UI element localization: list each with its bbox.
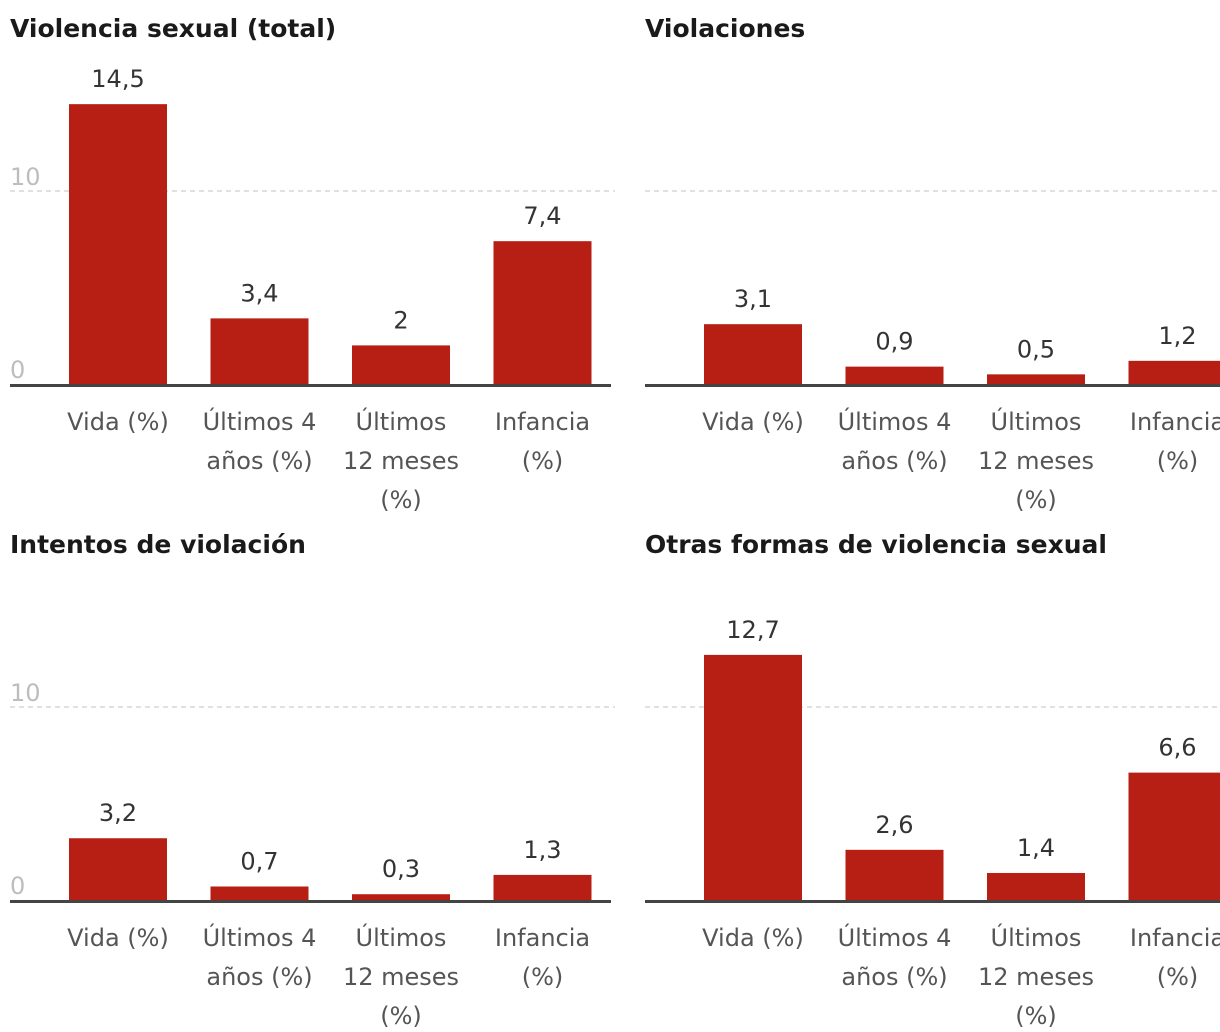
x-category-label: (%) — [1015, 1002, 1057, 1030]
x-category-label: Infancia — [1130, 408, 1220, 436]
bar-value-label: 14,5 — [91, 65, 144, 93]
x-category-label: 12 meses — [978, 963, 1094, 991]
bar — [987, 374, 1085, 384]
bar-chart-plot: 0 10 3,2 Vida (%) 0,7 Últimos 4 años (%) 0,3 Últ… — [10, 679, 615, 1030]
bar — [1128, 772, 1220, 900]
chart-panel-violaciones: Violaciones 3,1 Vida (%) 0,9 Últimos 4 años … — [635, 0, 1220, 516]
bar — [845, 366, 944, 384]
bar — [69, 838, 167, 900]
bar — [704, 324, 802, 384]
bar — [493, 241, 592, 384]
bar-chart-plot: 0 10 14,5 Vida (%) 3,4 Últimos 4 años (%) 2 Últi… — [10, 65, 615, 514]
bar — [210, 318, 309, 384]
bar-value-label: 6,6 — [1158, 734, 1196, 762]
x-category-label: Últimos 4 — [203, 406, 317, 436]
x-category-label: Vida (%) — [702, 924, 804, 952]
x-category-label: Vida (%) — [67, 408, 169, 436]
x-category-label: Últimos — [356, 922, 447, 952]
x-category-label: Últimos 4 — [838, 922, 952, 952]
x-category-label: (%) — [522, 447, 564, 475]
x-category-label: años (%) — [206, 447, 312, 475]
y-tick-label: 10 — [10, 679, 41, 707]
x-category-label: Infancia — [495, 924, 590, 952]
chart-title: Violencia sexual (total) — [10, 14, 337, 43]
bar — [845, 849, 944, 900]
chart-panel-otras-formas: Otras formas de violencia sexual 12,7 Vid… — [635, 516, 1220, 1032]
x-category-label: Vida (%) — [702, 408, 804, 436]
x-category-label: (%) — [380, 486, 422, 514]
bar — [987, 872, 1085, 900]
bar-value-label: 2,6 — [875, 811, 913, 839]
chart-panel-violencia-sexual-total: Violencia sexual (total) 0 10 14,5 Vida (%)… — [0, 0, 615, 516]
x-category-label: años (%) — [206, 963, 312, 991]
bar-value-label: 1,4 — [1017, 834, 1055, 862]
bar-value-label: 3,2 — [99, 799, 137, 827]
bar-chart-plot: 3,1 Vida (%) 0,9 Últimos 4 años (%) 0,5 Último… — [645, 190, 1220, 514]
bar-value-label: 1,3 — [523, 836, 561, 864]
x-category-label: Últimos 4 — [838, 406, 952, 436]
x-category-label: años (%) — [841, 447, 947, 475]
x-category-label: Infancia — [495, 408, 590, 436]
x-category-label: Últimos — [991, 406, 1082, 436]
bar — [704, 654, 802, 900]
bar — [1128, 360, 1220, 384]
bar — [352, 345, 450, 384]
x-category-label: (%) — [1157, 447, 1199, 475]
bar — [493, 874, 592, 900]
x-category-label: 12 meses — [978, 447, 1094, 475]
bar-value-label: 12,7 — [726, 616, 779, 644]
x-category-label: Últimos 4 — [203, 922, 317, 952]
chart-title: Intentos de violación — [10, 530, 306, 559]
x-category-label: (%) — [1157, 963, 1199, 991]
bar — [352, 894, 450, 900]
x-category-label: 12 meses — [343, 963, 459, 991]
x-category-label: (%) — [1015, 486, 1057, 514]
x-category-label: Infancia — [1130, 924, 1220, 952]
bar-value-label: 1,2 — [1158, 322, 1196, 350]
x-category-label: años (%) — [841, 963, 947, 991]
x-category-label: Últimos — [356, 406, 447, 436]
y-tick-label: 0 — [10, 356, 25, 384]
x-category-label: Últimos — [991, 922, 1082, 952]
y-tick-label: 0 — [10, 872, 25, 900]
x-category-label: (%) — [380, 1002, 422, 1030]
bar-value-label: 3,1 — [734, 285, 772, 313]
bar-value-label: 0,7 — [240, 847, 278, 875]
y-tick-label: 10 — [10, 163, 41, 191]
x-category-label: Vida (%) — [67, 924, 169, 952]
bar-value-label: 0,9 — [875, 328, 913, 356]
chart-title: Otras formas de violencia sexual — [645, 530, 1107, 559]
bar-value-label: 7,4 — [523, 202, 561, 230]
bar-chart-plot: 12,7 Vida (%) 2,6 Últimos 4 años (%) 1,4 Últim… — [645, 616, 1220, 1030]
bar-value-label: 2 — [393, 306, 408, 334]
x-category-label: 12 meses — [343, 447, 459, 475]
bar-value-label: 0,5 — [1017, 335, 1055, 363]
bar — [69, 104, 167, 385]
x-category-label: (%) — [522, 963, 564, 991]
bar-value-label: 3,4 — [240, 279, 278, 307]
bar — [210, 886, 309, 900]
chart-panel-intentos-de-violacion: Intentos de violación 0 10 3,2 Vida (%) 0,7 Ú… — [0, 516, 615, 1032]
bar-value-label: 0,3 — [382, 855, 420, 883]
chart-title: Violaciones — [645, 14, 806, 43]
